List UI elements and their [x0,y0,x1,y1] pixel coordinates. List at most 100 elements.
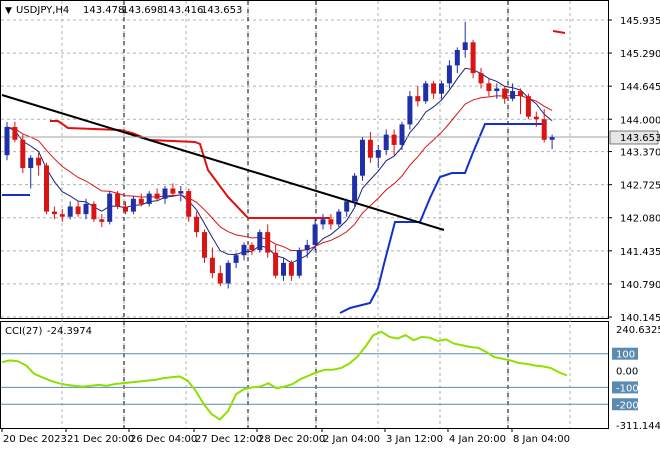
candle-body[interactable] [360,139,365,176]
time-separators [123,1,509,428]
candle-body[interactable] [138,198,144,204]
candle-body[interactable] [470,42,476,74]
time-tick-label: 27 Dec 12:00 [195,434,262,445]
candle-body[interactable] [36,157,42,166]
time-tick-label: 8 Jan 04:00 [513,434,570,445]
candle-body[interactable] [44,165,49,212]
candle-body[interactable] [328,219,334,225]
candle-body[interactable] [502,88,508,99]
candle-body[interactable] [75,206,81,215]
candle-body[interactable] [20,139,26,168]
candle-body[interactable] [281,262,286,276]
candle-body[interactable] [217,273,223,284]
candle-body[interactable] [225,262,231,284]
candle-body[interactable] [462,42,468,51]
candle-body[interactable] [28,157,34,168]
candle-body[interactable] [130,198,136,212]
time-tick-label: 4 Jan 20:00 [449,434,506,445]
cci-axis: 240.6325 100 0.00 -100 -200 -311.1446 [612,325,660,432]
candle-body[interactable] [178,191,184,194]
candle-body[interactable] [273,252,279,276]
candle-body[interactable] [439,83,444,94]
candle-body[interactable] [241,244,247,256]
candle-body[interactable] [83,203,89,215]
candle-body[interactable] [320,219,326,225]
candle-body[interactable] [446,65,452,84]
candle-body[interactable] [194,216,200,233]
price-tick-label: 145.290 [620,49,660,60]
candle-body[interactable] [67,206,73,217]
cci-tick-label: -200 [616,400,639,411]
price-tick-label: 142.725 [620,181,660,192]
candle-body[interactable] [533,116,539,120]
candle-body[interactable] [423,83,429,102]
candle-body[interactable] [486,83,492,92]
candle-body[interactable] [352,175,358,202]
candle-body[interactable] [510,91,516,99]
candle-body[interactable] [399,124,405,145]
candle-body[interactable] [415,96,421,102]
candle-body[interactable] [202,232,207,258]
cci-tick-label: 100 [616,350,635,361]
candle-body[interactable] [170,188,176,194]
price-tick-label: 144.645 [620,82,660,93]
candle-body[interactable] [454,50,460,66]
candle-body[interactable] [249,244,255,251]
candle-body[interactable] [162,188,168,199]
candle-body[interactable] [525,96,531,117]
candle-body[interactable] [265,232,271,253]
candle-body[interactable] [541,119,547,140]
cci-line [1,330,568,421]
candle-body[interactable] [375,150,381,158]
price-tick-label: 143.370 [620,148,660,159]
candle-body[interactable] [391,134,397,145]
candle-body[interactable] [107,193,113,222]
candle-body[interactable] [383,134,389,151]
candles[interactable] [4,21,555,289]
cci-value: -24.3974 [47,326,92,337]
candle-body[interactable] [154,193,160,199]
time-tick-label: 2 Jan 04:00 [323,434,380,445]
candle-body[interactable] [257,232,263,251]
collapse-arrow-icon[interactable]: ▼ [5,6,12,16]
candle-body[interactable] [549,137,555,140]
ema-fast-line [6,67,553,264]
candle-body[interactable] [312,224,318,245]
candle-body[interactable] [431,83,437,94]
candle-body[interactable] [518,91,523,97]
candle-body[interactable] [367,139,373,158]
candle-body[interactable] [494,88,500,92]
cci-tick-label: -100 [616,383,639,394]
price-tick-label: 145.935 [620,16,660,27]
candle-body[interactable] [478,73,484,84]
candle-body[interactable] [4,126,10,156]
indicator-lines [1,30,608,314]
candle-body[interactable] [115,193,121,207]
candle-body[interactable] [233,255,239,263]
candle-body[interactable] [209,257,215,274]
candle-body[interactable] [304,244,310,251]
candle-body[interactable] [51,211,57,215]
candle-body[interactable] [123,206,128,212]
cci-level-marker [612,347,638,360]
resistance-step-line [50,120,330,219]
resistance-step-line [552,30,566,34]
candle-body[interactable] [91,203,97,220]
ohlc-open: 143.478 [83,5,124,16]
price-tick-label: 140.790 [620,280,660,291]
cci-tick-label: -311.1446 [616,421,660,432]
candle-body[interactable] [344,201,350,212]
candle-body[interactable] [12,126,18,140]
candle-body[interactable] [288,262,294,276]
symbol-label: USDJPY,H4 [16,5,69,16]
candle-body[interactable] [407,96,413,125]
candle-body[interactable] [186,191,192,217]
candle-body[interactable] [99,219,105,222]
current-price-marker [609,130,659,145]
candle-body[interactable] [59,214,65,217]
candle-body[interactable] [146,193,152,204]
candle-body[interactable] [296,250,302,276]
candle-body[interactable] [336,211,342,225]
